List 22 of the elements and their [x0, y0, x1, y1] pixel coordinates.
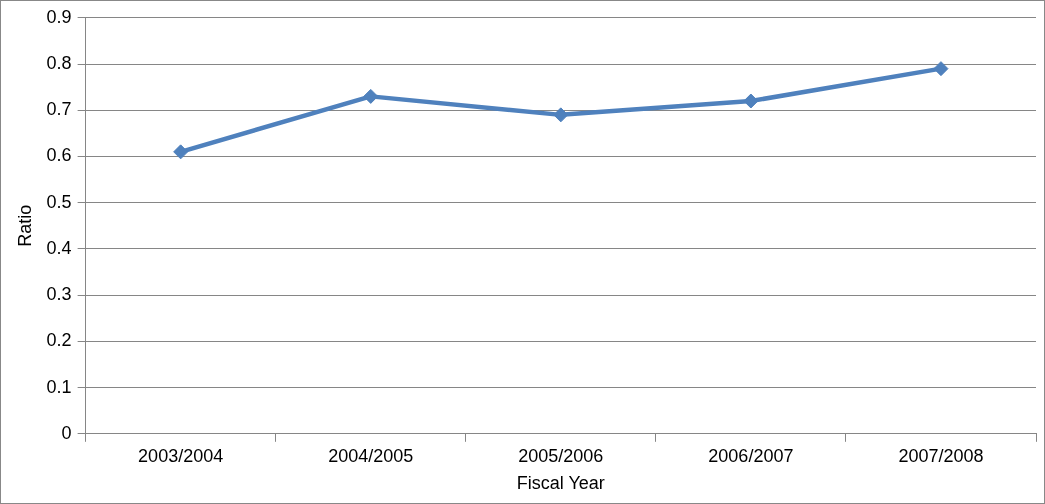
x-axis-title: Fiscal Year [516, 473, 605, 494]
y-tick-label: 0.4 [46, 237, 72, 258]
point [743, 93, 759, 109]
y-tick-label: 0.6 [46, 145, 72, 166]
x-tick-label: 2003/2004 [138, 445, 224, 466]
x-tick-label: 2007/2008 [898, 445, 984, 466]
y-tick-label: 0.3 [46, 284, 72, 305]
x-tick-label: 2004/2005 [328, 445, 414, 466]
y-axis-title: Ratio [14, 204, 35, 247]
y-tick-label: 0.9 [46, 6, 72, 27]
y-tick-label: 0.8 [46, 52, 72, 73]
x-tick-label: 2006/2007 [708, 445, 794, 466]
point [553, 107, 569, 123]
x-tick-label: 2005/2006 [518, 445, 604, 466]
y-tick-label: 0.2 [46, 330, 72, 351]
y-tick-label: 0.1 [46, 376, 72, 397]
point [933, 61, 949, 77]
y-tick-label: 0 [61, 422, 72, 443]
point [363, 88, 379, 104]
point [173, 144, 189, 160]
y-tick-label: 0.7 [46, 99, 72, 120]
y-tick-label: 0.5 [46, 191, 72, 212]
